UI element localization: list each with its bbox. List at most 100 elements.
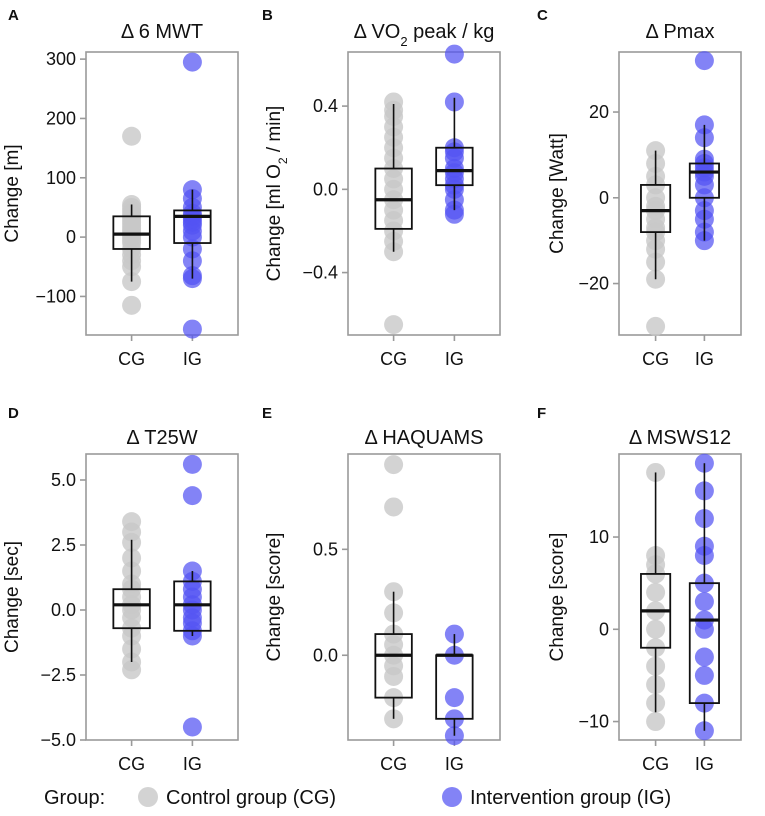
box-ig xyxy=(435,146,474,187)
plot-frame xyxy=(618,453,742,741)
panel-e: E Δ HAQUAMS 0.0 0.5 Change [score] CG IG xyxy=(262,405,501,774)
y-tick-label: 300 xyxy=(46,49,76,69)
panel-letter: C xyxy=(537,7,548,24)
x-tick-label-ig: IG xyxy=(695,349,714,369)
y-tick-label: 0 xyxy=(599,619,609,639)
y-tick-label: 0 xyxy=(599,188,609,208)
panel-d: D Δ T25W −5.0 −2.5 0.0 2.5 5.0 Change [sec] CG IG xyxy=(2,405,239,774)
box-ig xyxy=(688,582,720,704)
y-tick-label: −20 xyxy=(578,274,609,294)
panel-c: C Δ Pmax −20 0 20 Change [Watt] CG IG xyxy=(537,7,742,369)
panel-f: F Δ MSWS12 −10 0 10 Change [score] CG IG xyxy=(537,405,742,774)
legend-label-ig: Intervention group (IG) xyxy=(470,787,671,809)
y-tick-label: 20 xyxy=(589,102,609,122)
y-tick-label: 0.4 xyxy=(313,96,338,116)
data-point-ig xyxy=(694,619,714,639)
box-cg xyxy=(112,588,151,630)
panel-title: Δ MSWS12 xyxy=(629,427,731,449)
legend-swatch-ig xyxy=(442,787,462,807)
y-tick-label: −100 xyxy=(35,286,76,306)
plot-frame xyxy=(618,51,742,336)
y-tick-label: 200 xyxy=(46,108,76,128)
data-point-cg xyxy=(646,582,666,602)
data-point-cg xyxy=(646,316,666,336)
data-point-ig xyxy=(444,204,464,224)
y-axis-label: Change [score] xyxy=(547,533,568,662)
panel-title: Δ VO2 peak / kg xyxy=(354,21,495,49)
x-tick-label-ig: IG xyxy=(183,349,202,369)
y-tick-label: −0.4 xyxy=(302,263,338,283)
data-point-cg xyxy=(122,660,142,680)
y-axis-label: Change [sec] xyxy=(2,541,23,653)
x-tick-label-cg: CG xyxy=(118,754,145,774)
y-tick-label: −10 xyxy=(578,712,609,732)
panel-letter: B xyxy=(262,7,273,24)
plot-frame xyxy=(347,51,501,336)
box-ig xyxy=(688,162,720,199)
panel-b: B Δ VO2 peak / kg −0.4 0.0 0.4 Change [ml O2 … xyxy=(262,7,501,369)
box-cg xyxy=(640,184,672,233)
panel-title: Δ 6 MWT xyxy=(121,21,203,43)
legend-swatch-cg xyxy=(138,787,158,807)
y-axis-label: Change [score] xyxy=(264,533,285,662)
data-point-ig xyxy=(694,647,714,667)
x-tick-label-cg: CG xyxy=(118,349,145,369)
x-tick-label-ig: IG xyxy=(445,349,464,369)
y-tick-label: 0.0 xyxy=(51,600,76,620)
panel-title: Δ HAQUAMS xyxy=(365,427,484,449)
y-tick-label: 5.0 xyxy=(51,470,76,490)
panel-a: A Δ 6 MWT −100 0 100 200 300 Change [m] CG IG xyxy=(2,7,239,369)
data-point-ig xyxy=(182,52,202,72)
y-axis-label: Change [Watt] xyxy=(547,133,568,254)
box-ig xyxy=(435,654,474,720)
y-tick-label: 2.5 xyxy=(51,535,76,555)
legend-title: Group: xyxy=(44,787,105,809)
data-point-cg xyxy=(384,455,404,475)
y-tick-label: −5.0 xyxy=(40,730,76,750)
y-tick-label: 0.0 xyxy=(313,179,338,199)
x-tick-label-cg: CG xyxy=(642,349,669,369)
panel-letter: E xyxy=(262,405,272,422)
x-tick-label-cg: CG xyxy=(380,349,407,369)
panel-title: Δ Pmax xyxy=(646,21,715,43)
y-tick-label: 100 xyxy=(46,168,76,188)
x-tick-label-ig: IG xyxy=(183,754,202,774)
data-point-ig xyxy=(182,486,202,506)
data-point-ig xyxy=(182,717,202,737)
x-tick-label-ig: IG xyxy=(695,754,714,774)
y-tick-label: 10 xyxy=(589,527,609,547)
x-tick-label-cg: CG xyxy=(380,754,407,774)
x-tick-label-ig: IG xyxy=(445,754,464,774)
data-point-cg xyxy=(646,619,666,639)
panel-letter: F xyxy=(537,405,546,422)
data-point-ig xyxy=(182,319,202,339)
y-tick-label: 0 xyxy=(66,227,76,247)
plot-frame xyxy=(85,453,239,741)
y-tick-label: −2.5 xyxy=(40,665,76,685)
data-point-cg xyxy=(384,315,404,335)
box-ig xyxy=(173,209,212,244)
y-axis-label: Change [m] xyxy=(2,144,23,242)
data-point-cg xyxy=(122,126,142,146)
y-tick-label: 0.0 xyxy=(313,645,338,665)
panel-title: Δ T25W xyxy=(126,427,197,449)
box-cg xyxy=(374,633,413,699)
data-point-cg xyxy=(122,295,142,315)
y-axis-label: Change [ml O2 / min] xyxy=(264,106,290,282)
data-point-ig xyxy=(444,44,464,64)
data-point-cg xyxy=(384,666,404,686)
data-point-ig xyxy=(694,592,714,612)
x-tick-label-cg: CG xyxy=(642,754,669,774)
data-point-ig xyxy=(694,51,714,71)
y-tick-label: 0.5 xyxy=(313,539,338,559)
data-point-ig xyxy=(444,688,464,708)
data-point-ig xyxy=(182,454,202,474)
data-point-cg xyxy=(384,497,404,517)
data-point-cg xyxy=(646,712,666,732)
panel-letter: A xyxy=(8,7,19,24)
legend: Group: Control group (CG) Intervention gro… xyxy=(44,787,671,809)
panel-letter: D xyxy=(8,405,19,422)
plot-frame xyxy=(347,453,501,741)
legend-label-cg: Control group (CG) xyxy=(166,787,336,809)
